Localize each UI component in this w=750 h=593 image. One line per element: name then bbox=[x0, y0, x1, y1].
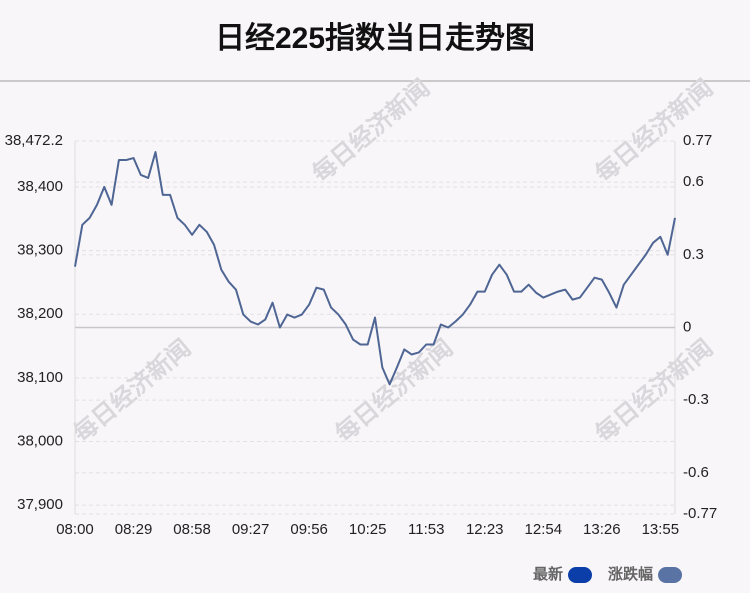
x-tick-label: 11:53 bbox=[408, 521, 444, 538]
y-tick-label: 38,100 bbox=[17, 369, 63, 386]
x-tick-label: 08:00 bbox=[56, 521, 94, 538]
x-tick-label: 13:55 bbox=[642, 521, 680, 538]
y-tick-label: 38,400 bbox=[17, 178, 63, 195]
x-tick-label: 08:29 bbox=[115, 521, 153, 538]
y-tick-label: 37,900 bbox=[17, 496, 63, 513]
x-tick-label: 10:25 bbox=[349, 521, 387, 538]
x-tick-label: 13:26 bbox=[583, 521, 621, 538]
x-tick-label: 12:23 bbox=[466, 521, 504, 538]
x-tick-label: 08:58 bbox=[173, 521, 211, 538]
y-tick-label: 38,200 bbox=[17, 305, 63, 322]
legend-swatch bbox=[568, 567, 593, 583]
y-tick-label: 38,300 bbox=[17, 242, 63, 259]
price-line bbox=[74, 151, 676, 386]
y2-tick-label: 0 bbox=[683, 318, 691, 335]
y2-tick-label: -0.6 bbox=[683, 464, 709, 481]
x-tick-label: 09:56 bbox=[290, 521, 328, 538]
y2-tick-label: 0.6 bbox=[683, 173, 704, 190]
y-tick-label: 38,472.2 bbox=[5, 132, 63, 149]
y2-tick-label: -0.3 bbox=[683, 391, 709, 408]
legend-label: 最新 bbox=[533, 565, 563, 583]
y2-tick-label: 0.3 bbox=[683, 246, 704, 263]
y2-tick-label: -0.77 bbox=[683, 505, 717, 522]
x-tick-label: 09:27 bbox=[232, 521, 270, 538]
x-tick-label: 12:54 bbox=[525, 521, 563, 538]
chart-title: 日经225指数当日走势图 bbox=[215, 21, 535, 55]
y-tick-label: 38,000 bbox=[17, 432, 63, 449]
legend-label: 涨跌幅 bbox=[608, 565, 653, 583]
legend-swatch bbox=[658, 567, 683, 583]
y2-tick-label: 0.77 bbox=[683, 132, 712, 149]
